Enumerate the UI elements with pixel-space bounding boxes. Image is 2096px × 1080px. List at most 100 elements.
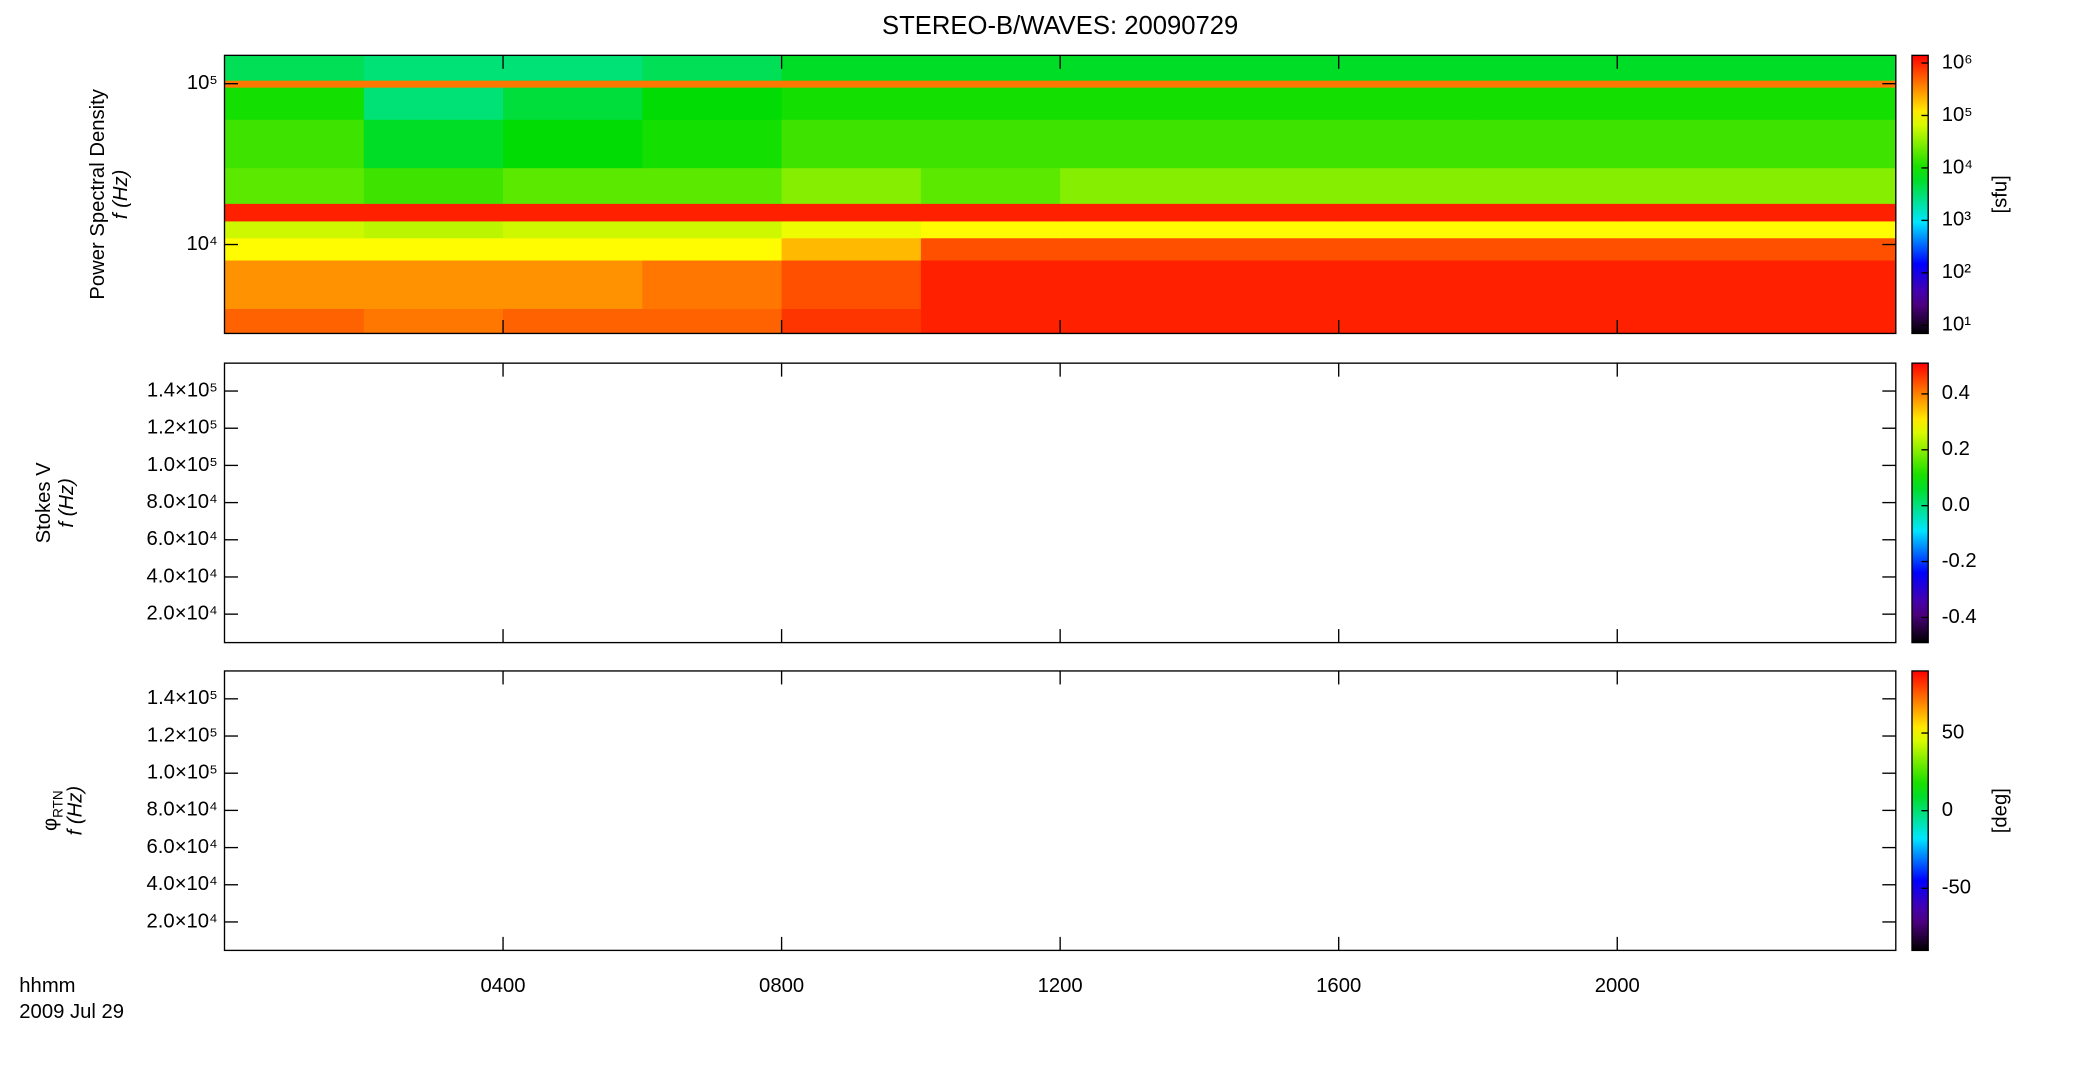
heatmap-cell (920, 119, 1061, 169)
heatmap-cell (1060, 237, 1201, 261)
heatmap-cell (781, 80, 922, 88)
plot-frame (223, 362, 1897, 644)
heatmap-cell (642, 237, 783, 261)
heatmap-cell (1756, 119, 1897, 169)
heatmap-cell (224, 237, 365, 261)
colorbar-label: [deg] (1989, 788, 2011, 833)
y-tick-label: 4.0×10⁴ (147, 873, 218, 895)
heatmap-cell (1617, 80, 1758, 88)
heatmap-cell (781, 308, 922, 334)
heatmap-cell (642, 167, 783, 204)
colorbar-tick-label: 10³ (1942, 209, 1972, 231)
colorbar-tick-label: 0.0 (1942, 494, 1970, 516)
x-tick-label: 1600 (1316, 975, 1361, 997)
heatmap-cell (920, 237, 1061, 261)
heatmap-cell (781, 87, 922, 120)
y-tick-label: 1.0×10⁵ (147, 454, 218, 476)
heatmap-cell (1199, 119, 1340, 169)
colorbar-tick-label: 0.2 (1942, 438, 1970, 460)
heatmap-cell (1477, 221, 1618, 239)
heatmap-cell (1756, 55, 1897, 81)
heatmap-cell (1477, 80, 1618, 88)
heatmap-cell (1477, 203, 1618, 222)
y-axis-label-text: Stokes V (33, 462, 55, 544)
heatmap-cell (503, 119, 643, 169)
y-tick-label: 1.4×10⁵ (147, 379, 218, 401)
heatmap-cell (1199, 87, 1340, 120)
heatmap-cell (363, 167, 504, 204)
heatmap-cell (224, 87, 365, 120)
x-tick-label: 0400 (481, 975, 526, 997)
heatmap-cell (1199, 80, 1340, 88)
heatmap-cell (642, 80, 783, 88)
heatmap-cell (920, 87, 1061, 120)
heatmap-cell (1199, 260, 1340, 309)
y-axis-label-2: f (Hz) (56, 478, 78, 527)
y-tick-label: 2.0×10⁴ (147, 602, 218, 624)
heatmap-cell (1756, 221, 1897, 239)
y-tick-label: 4.0×10⁴ (147, 565, 218, 587)
heatmap-cell (642, 308, 783, 334)
heatmap-cell (1338, 203, 1479, 222)
heatmap-cell (920, 203, 1061, 222)
heatmap-cell (503, 80, 643, 88)
colorbar-label: [sfu] (1989, 175, 2011, 213)
y-axis-label-2: f (Hz) (64, 786, 86, 835)
heatmap-cell (1199, 237, 1340, 261)
heatmap-cell (363, 119, 504, 169)
heatmap-cell (1338, 87, 1479, 120)
y-tick-label: 1.2×10⁵ (147, 417, 218, 439)
heatmap-cell (224, 260, 365, 309)
heatmap-cell (1756, 260, 1897, 309)
heatmap-cell (503, 167, 643, 204)
heatmap-cell (1060, 87, 1201, 120)
y-tick-label: 1.4×10⁵ (147, 687, 218, 709)
colorbar-tick-label: 10⁶ (1942, 51, 1973, 73)
heatmap-cell (1199, 308, 1340, 334)
y-axis-label-text: φ (40, 818, 62, 831)
colorbar-tick-label: 0 (1942, 799, 1953, 821)
x-tick-label: 0800 (759, 975, 804, 997)
heatmap-cell (1199, 55, 1340, 81)
heatmap-cell (224, 221, 365, 239)
colorbar-tick-label: 10⁴ (1942, 156, 1973, 178)
colorbar-tick-label: 10⁵ (1942, 104, 1973, 126)
y-axis-label: φRTN (40, 790, 66, 831)
heatmap-cell (1617, 87, 1758, 120)
heatmap-cell (920, 55, 1061, 81)
heatmap-cell (1199, 167, 1340, 204)
heatmap-cell (1756, 308, 1897, 334)
heatmap-cell (781, 260, 922, 309)
date-label: 2009 Jul 29 (19, 1001, 124, 1023)
heatmap-cell (503, 260, 643, 309)
y-tick-label: 6.0×10⁴ (147, 528, 218, 550)
heatmap-cell (1060, 260, 1201, 309)
heatmap-cell (1338, 119, 1479, 169)
heatmap-cell (1060, 221, 1201, 239)
heatmap-cell (1477, 260, 1618, 309)
heatmap-cell (1617, 260, 1758, 309)
heatmap-cell (363, 260, 504, 309)
heatmap-cell (642, 55, 783, 81)
y-tick-label: 6.0×10⁴ (147, 836, 218, 858)
heatmap-cell (363, 308, 504, 334)
heatmap-cell (920, 221, 1061, 239)
heatmap-cell (363, 87, 504, 120)
heatmap-cell (1060, 55, 1201, 81)
heatmap-cell (224, 119, 365, 169)
y-tick-label: 8.0×10⁴ (147, 799, 218, 821)
heatmap-cell (642, 260, 783, 309)
heatmap-cell (1477, 119, 1618, 169)
x-tick-label: 2000 (1595, 975, 1640, 997)
heatmap-cell (1756, 167, 1897, 204)
heatmap-cell (1338, 167, 1479, 204)
heatmap-cell (1756, 80, 1897, 88)
heatmap-cell (781, 55, 922, 81)
colorbar (1911, 54, 1929, 335)
heatmap-cell (224, 308, 365, 334)
heatmap-cell (1338, 237, 1479, 261)
heatmap-cell (1338, 80, 1479, 88)
y-axis-label: Stokes V (33, 462, 55, 544)
heatmap-cell (1477, 167, 1618, 204)
